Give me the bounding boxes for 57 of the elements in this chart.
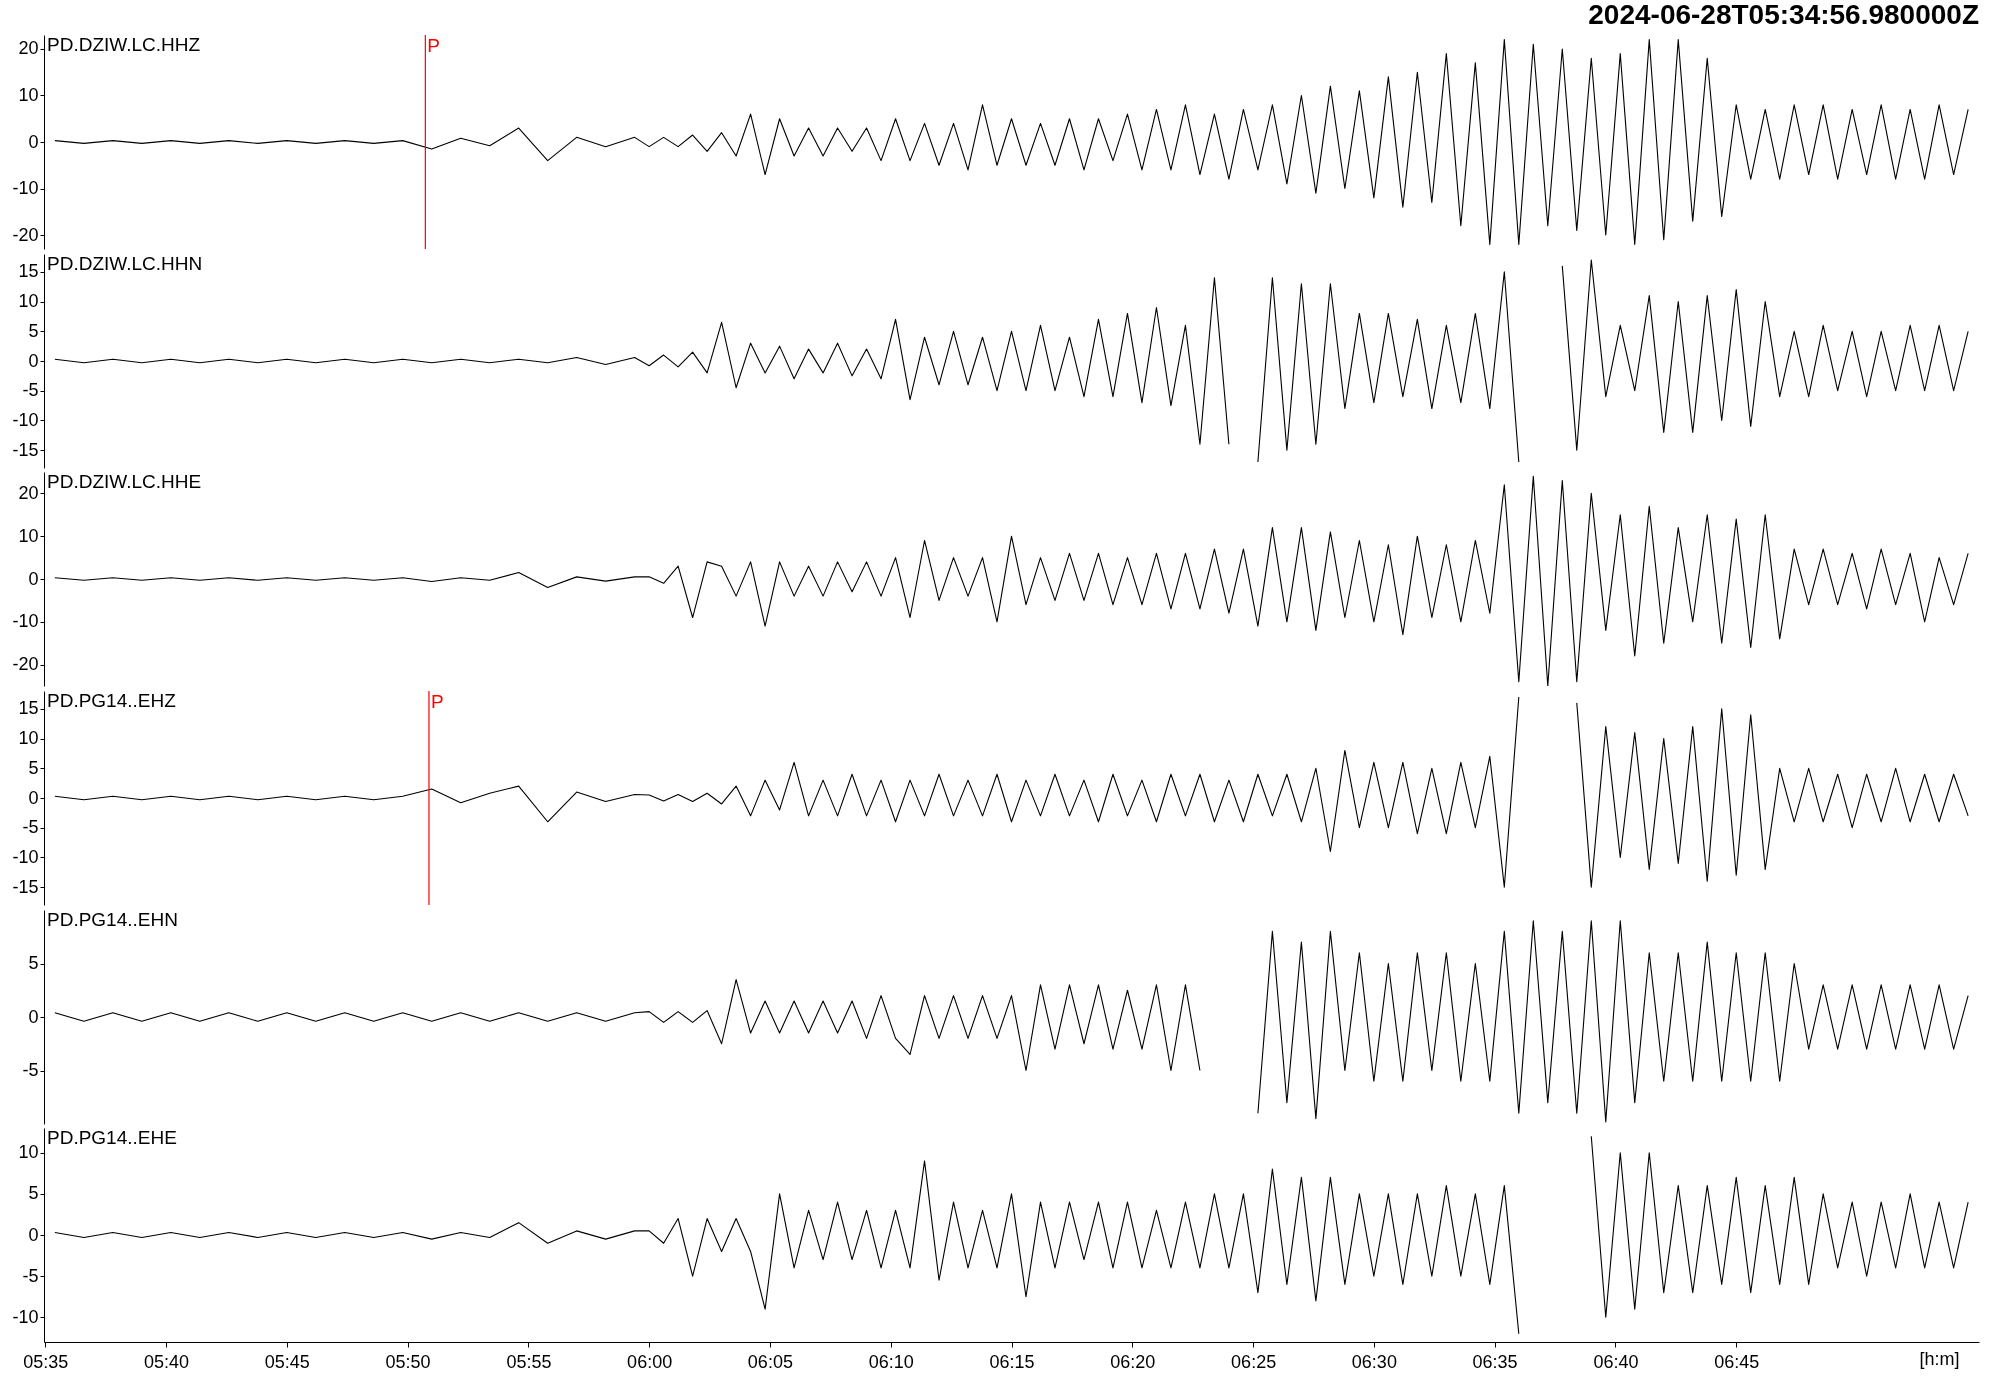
y-tick-label: -20 [12,654,39,675]
y-tick-label: 0 [28,1006,39,1027]
y-tick-label: 0 [28,1224,39,1245]
y-tick-label: 5 [28,757,39,778]
y-tick-label: 5 [28,953,39,973]
y-tick-label: 10 [18,1142,39,1163]
y-tick-label: -10 [12,409,39,430]
y-tick-label: 15 [18,698,39,719]
x-tick-label: 06:45 [1714,1351,1760,1372]
y-tick-label: 20 [18,38,39,59]
y-tick-label: -5 [22,817,39,838]
y-tick-label: -15 [12,876,39,897]
text: 2024-06-28T05:34:56.980000Z [1588,0,1979,31]
y-tick-label: 0 [28,131,39,152]
x-tick-label: 06:10 [868,1351,914,1372]
y-tick-label: 0 [28,787,39,808]
y-tick-label: -20 [12,224,39,245]
y-tick-label: -10 [12,611,39,632]
y-tick-label: 20 [18,482,39,503]
y-tick-label: 0 [28,568,39,589]
y-tick-label: -10 [12,1306,39,1327]
x-tick-label: 06:00 [627,1351,673,1372]
x-tick-label: 06:20 [1110,1351,1156,1372]
y-tick-label: 15 [18,261,39,282]
x-tick-label: 05:45 [264,1351,310,1372]
y-tick-label: -10 [12,846,39,867]
y-tick-label: 10 [18,84,39,105]
x-tick-label: 06:40 [1593,1351,1639,1372]
y-tick-label: -5 [22,380,39,401]
chart-title: PD.PG14..EHZ [47,690,177,711]
x-tick-label: 05:35 [23,1351,69,1372]
x-axis-title: [h:m] [1919,1348,1960,1369]
y-tick-label: 10 [18,728,39,749]
y-tick-label: 5 [28,1183,39,1204]
y-tick-label: -15 [12,439,39,460]
chart-title: PD.DZIW.LC.HHN [47,253,203,274]
chart-title: PD.DZIW.LC.HHZ [47,34,201,55]
ref-line-label: P [430,691,444,712]
x-tick-label: 05:55 [506,1351,552,1372]
y-tick-label: -10 [12,178,39,199]
x-tick-label: 06:25 [1231,1351,1277,1372]
chart-title: PD.DZIW.LC.HHE [47,471,202,492]
ref-line-label: P [427,35,441,56]
x-tick-label: 06:15 [989,1351,1035,1372]
y-tick-label: 10 [18,291,39,312]
chart-title: PD.PG14..EHN [47,909,178,930]
y-tick-label: 10 [18,525,39,546]
y-tick-label: -5 [22,1265,39,1286]
x-tick-label: 06:35 [1472,1351,1518,1372]
x-tick-label: 06:05 [747,1351,793,1372]
x-tick-label: 06:30 [1351,1351,1397,1372]
y-tick-label: 0 [28,350,39,371]
y-tick-label: -5 [22,1060,39,1080]
chart-title: PD.PG14..EHE [47,1127,177,1148]
x-tick-label: 05:40 [144,1351,190,1372]
x-tick-label: 05:50 [385,1351,431,1372]
y-tick-label: 5 [28,320,39,341]
